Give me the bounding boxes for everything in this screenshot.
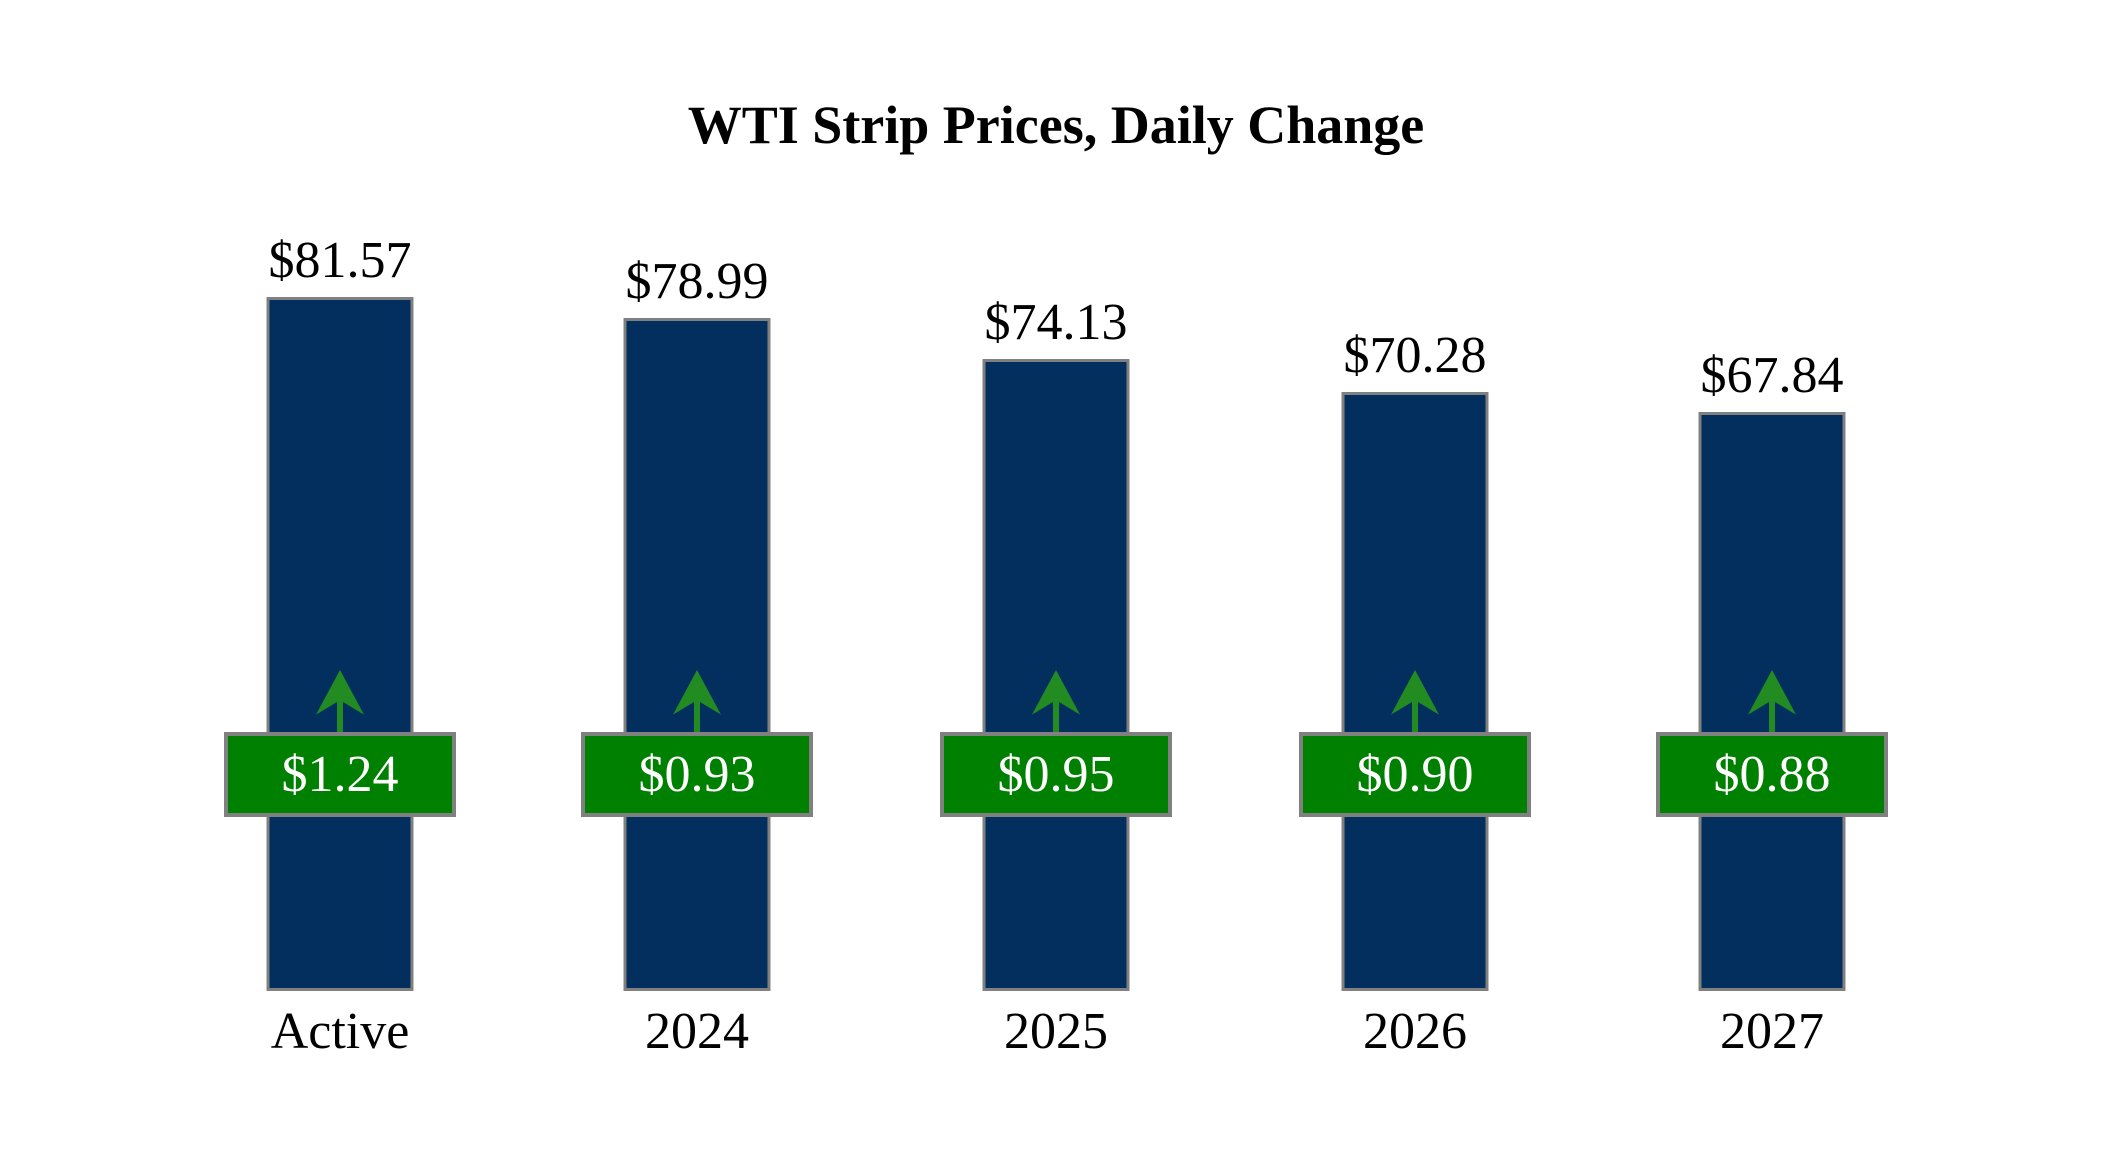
up-arrow-icon bbox=[1748, 670, 1796, 732]
bar-group-2025: $74.13 $0.95 2025 bbox=[876, 0, 1236, 1152]
daily-change-badge: $0.95 bbox=[940, 732, 1172, 817]
bar-group-2027: $67.84 $0.88 2027 bbox=[1592, 0, 1952, 1152]
price-label: $81.57 bbox=[268, 232, 412, 289]
bar-group-active: $81.57 $1.24 Active bbox=[160, 0, 520, 1152]
up-arrow-icon bbox=[673, 670, 721, 732]
category-label: 2025 bbox=[1004, 1003, 1108, 1060]
strip-price-bar bbox=[266, 297, 414, 991]
daily-change-badge: $0.90 bbox=[1299, 732, 1531, 817]
up-arrow-icon bbox=[1032, 670, 1080, 732]
bar-group-2024: $78.99 $0.93 2024 bbox=[517, 0, 877, 1152]
daily-change-value: $1.24 bbox=[281, 745, 399, 803]
bar-group-2026: $70.28 $0.90 2026 bbox=[1235, 0, 1595, 1152]
daily-change-badge: $1.24 bbox=[224, 732, 456, 817]
strip-price-bar bbox=[623, 318, 771, 991]
price-label: $78.99 bbox=[625, 253, 769, 310]
daily-change-badge: $0.93 bbox=[581, 732, 813, 817]
daily-change-badge: $0.88 bbox=[1656, 732, 1888, 817]
category-label: 2026 bbox=[1363, 1003, 1467, 1060]
up-arrow-icon bbox=[1391, 670, 1439, 732]
price-label: $74.13 bbox=[984, 294, 1128, 351]
daily-change-value: $0.93 bbox=[638, 745, 756, 803]
up-arrow-icon bbox=[316, 670, 364, 732]
daily-change-value: $0.90 bbox=[1356, 745, 1474, 803]
price-label: $67.84 bbox=[1700, 347, 1844, 404]
chart-title: WTI Strip Prices, Daily Change bbox=[687, 95, 1425, 155]
daily-change-value: $0.95 bbox=[997, 745, 1115, 803]
daily-change-value: $0.88 bbox=[1713, 745, 1831, 803]
category-label: 2024 bbox=[645, 1003, 749, 1060]
category-label: Active bbox=[270, 1003, 410, 1060]
price-label: $70.28 bbox=[1343, 327, 1487, 384]
category-label: 2027 bbox=[1720, 1003, 1824, 1060]
